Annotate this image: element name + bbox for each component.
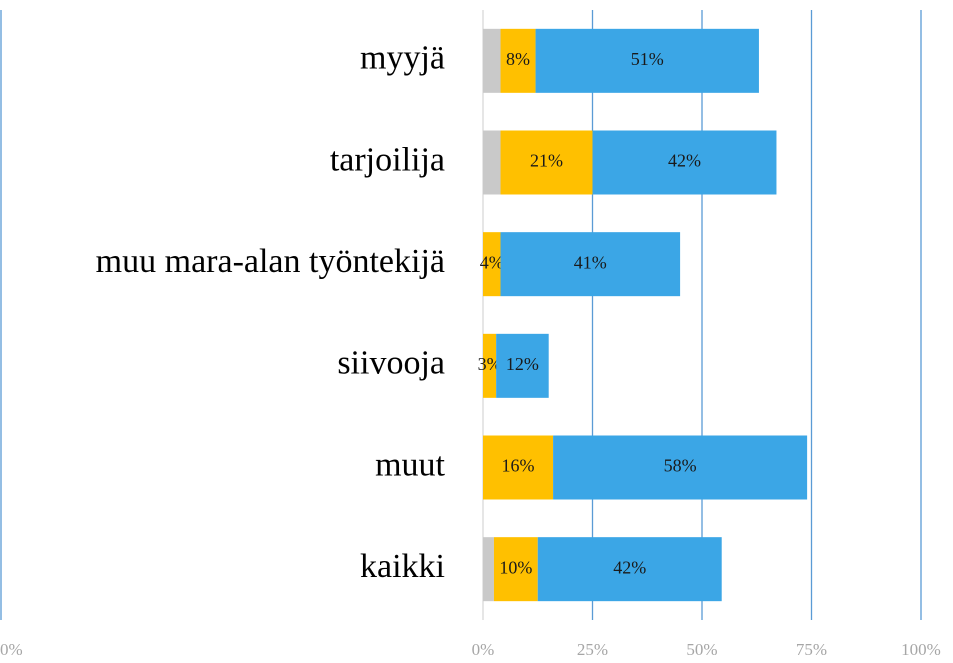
data-label: 4% bbox=[480, 252, 504, 272]
x-tick-label: 25% bbox=[577, 640, 608, 659]
bar-segment bbox=[483, 232, 501, 297]
data-label: 8% bbox=[506, 49, 530, 69]
data-label: 42% bbox=[613, 557, 646, 577]
bar-segment bbox=[483, 333, 497, 398]
bar-segment bbox=[500, 28, 536, 93]
data-label: 58% bbox=[664, 456, 697, 476]
data-label: 3% bbox=[478, 354, 502, 374]
bar-segment bbox=[483, 130, 501, 195]
bar-segment bbox=[592, 130, 777, 195]
x-tick-label: 50% bbox=[686, 640, 717, 659]
data-label: 42% bbox=[668, 151, 701, 171]
bar-segment bbox=[483, 435, 554, 500]
bar-segment bbox=[500, 130, 593, 195]
data-label: 41% bbox=[574, 252, 607, 272]
category-label: kaikki bbox=[360, 548, 445, 585]
category-label: siivooja bbox=[337, 345, 445, 382]
data-label: 21% bbox=[530, 151, 563, 171]
data-label: 10% bbox=[499, 557, 532, 577]
bar-segment bbox=[553, 435, 808, 500]
category-label: muu mara-alan työntekijä bbox=[96, 243, 445, 280]
secondary-tick-label: 0% bbox=[0, 640, 23, 659]
category-label: muut bbox=[375, 446, 445, 483]
bar-segment bbox=[537, 537, 722, 602]
bar-segment bbox=[535, 28, 759, 93]
x-tick-label: 75% bbox=[796, 640, 827, 659]
bar-segment bbox=[483, 537, 494, 602]
data-label: 16% bbox=[502, 456, 535, 476]
data-label: 12% bbox=[506, 354, 539, 374]
x-tick-label: 100% bbox=[901, 640, 941, 659]
data-label: 51% bbox=[631, 49, 664, 69]
bar-segment bbox=[496, 333, 549, 398]
bar-segment bbox=[500, 232, 681, 297]
bar-segment bbox=[493, 537, 538, 602]
x-tick-label: 0% bbox=[472, 640, 495, 659]
bar-segment bbox=[483, 28, 501, 93]
category-label: tarjoilija bbox=[330, 141, 445, 178]
category-label: myyjä bbox=[360, 40, 445, 77]
